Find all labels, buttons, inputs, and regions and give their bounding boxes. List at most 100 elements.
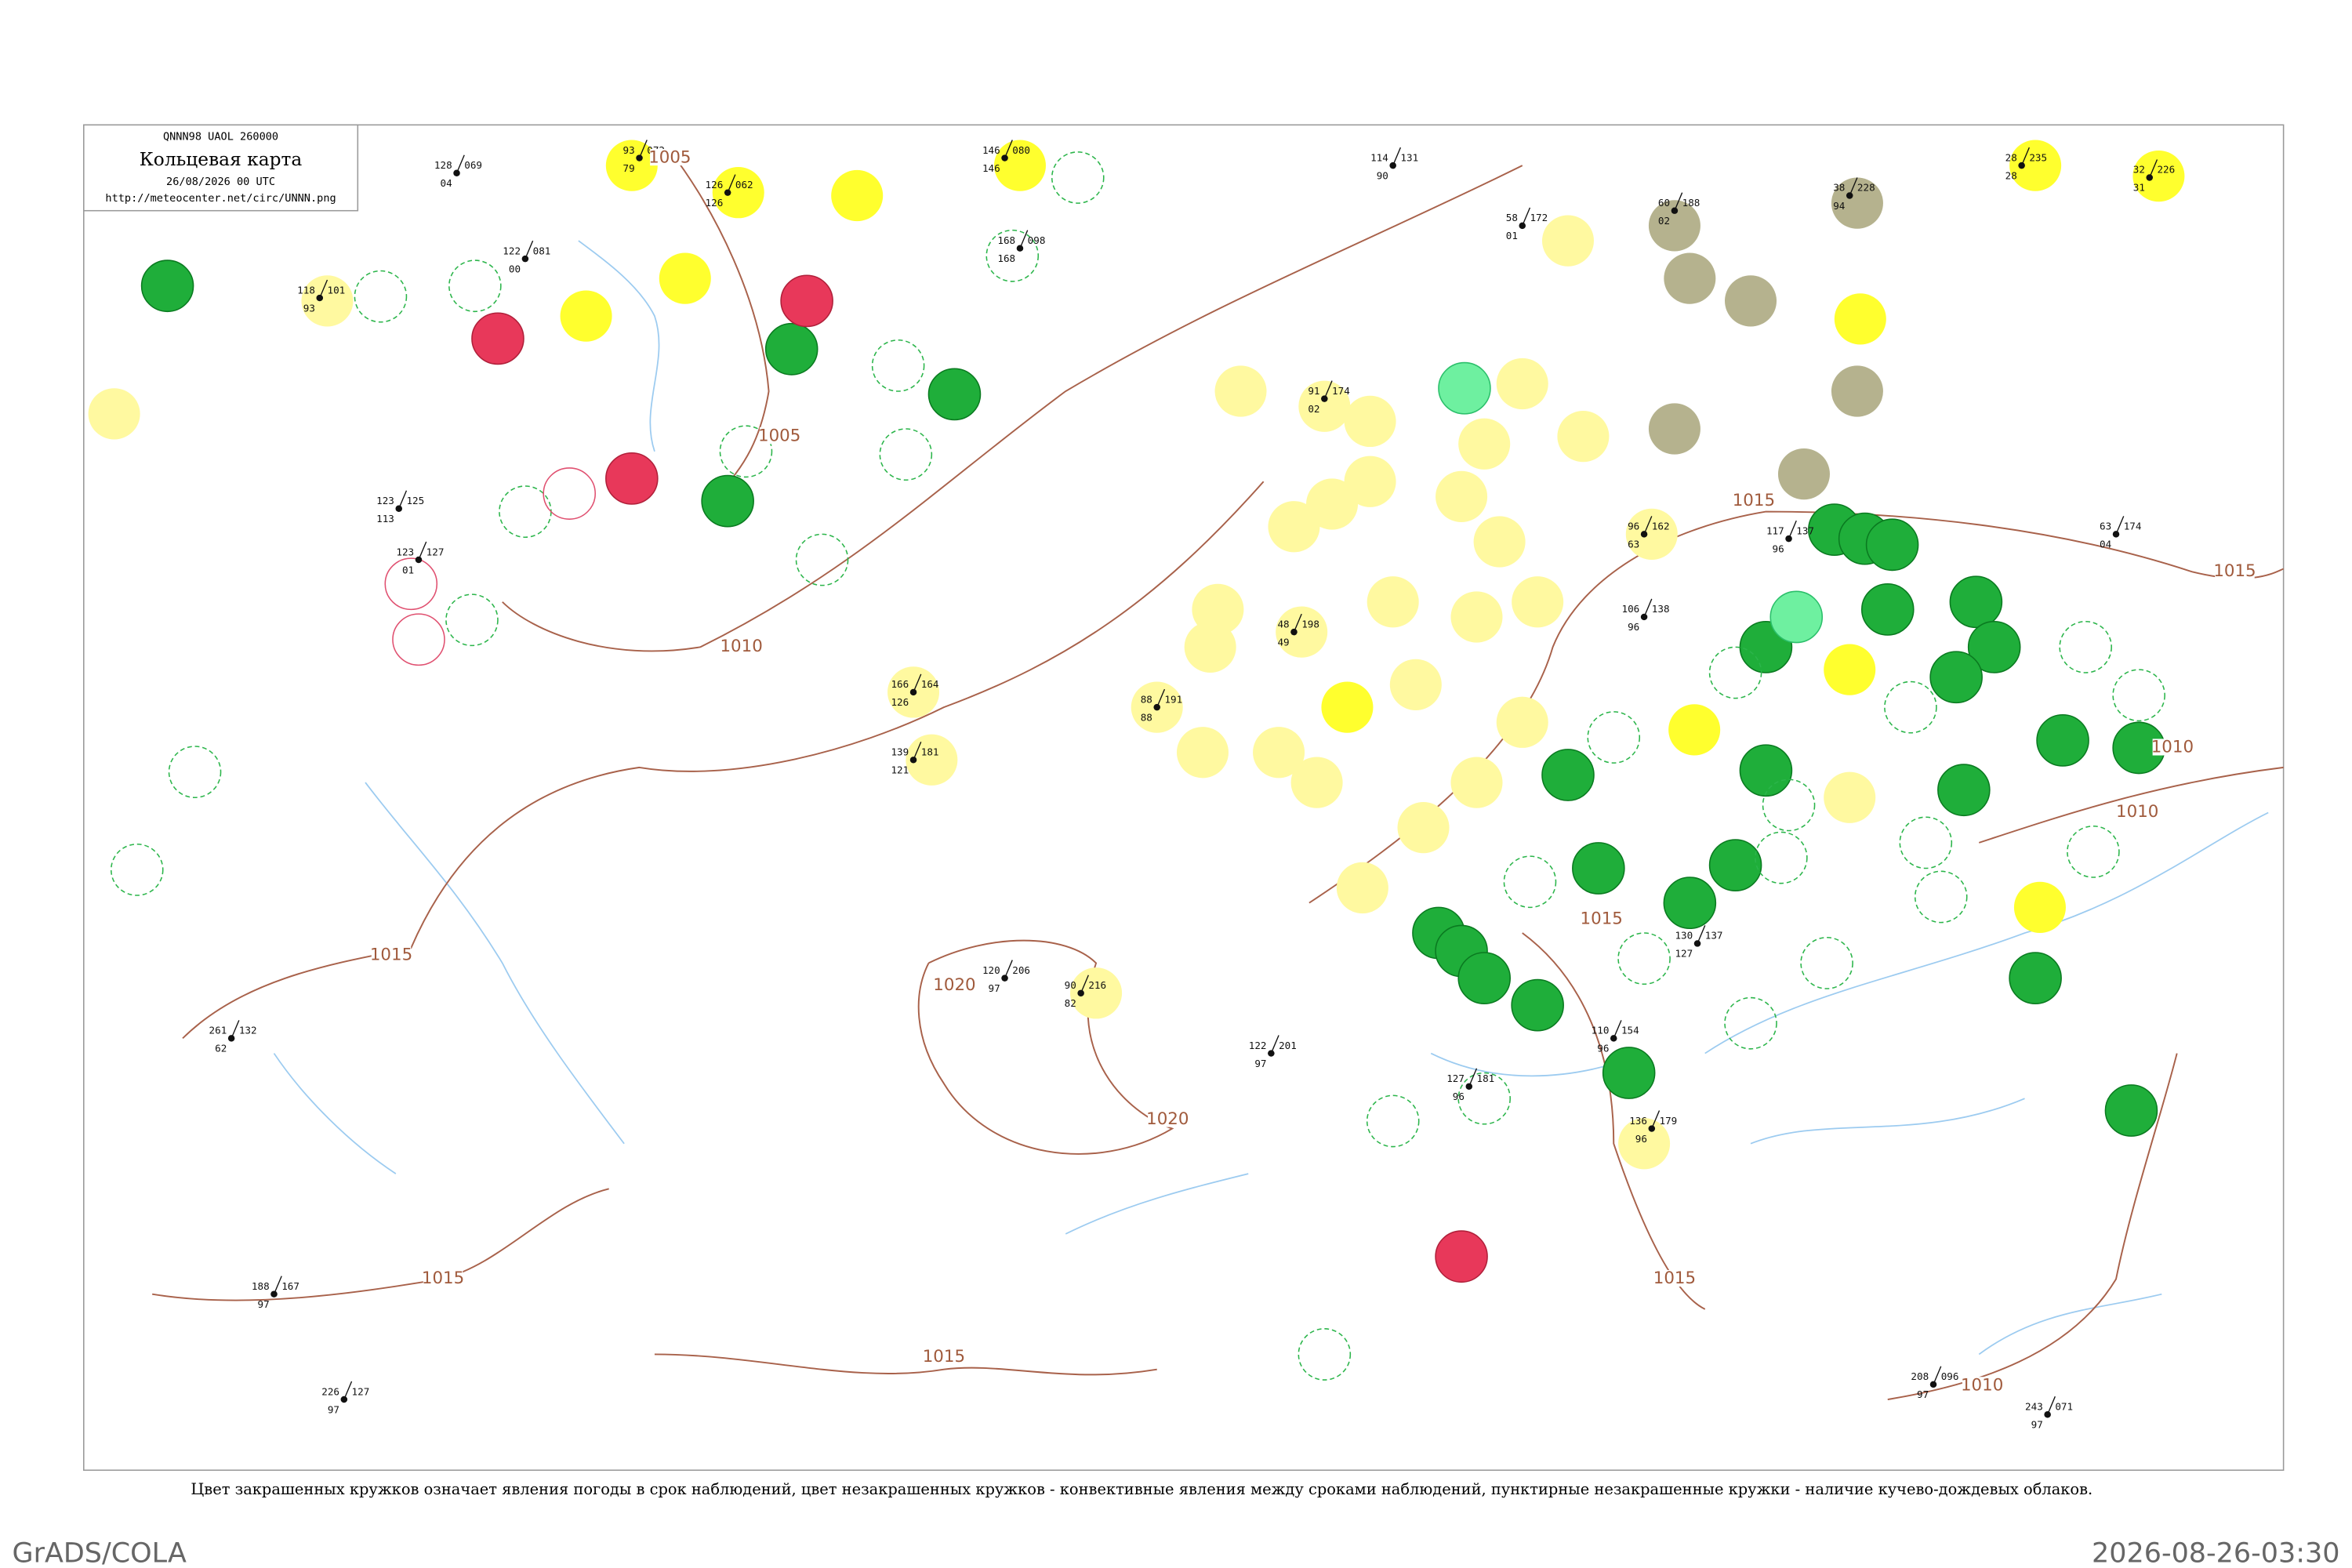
station-circle [1051,151,1105,204]
station-circle [605,140,658,191]
station-circle [1860,583,1915,636]
station-pressure: 071 [2055,1401,2073,1413]
station-pressure: 201 [1279,1040,1297,1051]
station-circle [354,270,408,323]
station-dewpoint: 168 [997,252,1015,264]
map-url: http://meteocenter.net/circ/UNNN.png [105,192,336,205]
station-pressure: 235 [2029,151,2047,163]
station-temperature: 243 [2025,1401,2043,1413]
station-circle [1724,996,1777,1050]
wind-barb [1849,177,1858,196]
station-temperature: 127 [1446,1073,1465,1084]
station-pressure: 101 [327,284,345,296]
station-temperature: 128 [434,159,452,171]
station-pressure: 162 [1652,521,1670,532]
wind-barb [1933,1366,1942,1385]
station-circle [1664,252,1716,304]
station-circle [1769,590,1824,644]
footer-note: Цвет закрашенных кружков означает явлени… [191,1480,2092,1498]
isobar-label: 1015 [2213,561,2256,581]
station-circle [1648,200,1700,252]
station-temperature: 110 [1592,1025,1610,1036]
station-temperature: 114 [1370,151,1388,163]
station-circle [1176,727,1229,779]
station-circle [927,368,982,421]
station-temperature: 261 [209,1025,227,1036]
wind-barb [1522,207,1531,227]
station-circle [605,452,659,505]
station-pressure: 127 [352,1385,370,1397]
station-temperature: 136 [1629,1115,1647,1127]
station-circle [1435,1230,1488,1283]
wind-barb [1270,1035,1279,1054]
isobar-label-bg [371,946,412,964]
wind-barb [398,490,408,510]
station-temperature: 48 [1277,618,1289,630]
wind-barb [1788,520,1797,539]
station-circle [1512,576,1564,628]
station-dewpoint: 97 [2031,1419,2043,1431]
wind-barb [638,140,648,158]
station-dewpoint: 04 [2100,539,2111,550]
station-circle [1290,757,1343,808]
station-circle [1834,293,1886,345]
station-pressure: 181 [1476,1073,1494,1084]
station-dewpoint: 113 [376,513,394,524]
station-temperature: 28 [2005,151,2017,163]
station-pressure: 172 [1530,212,1548,223]
station-temperature: 139 [891,746,909,758]
isobar-label: 1005 [648,147,691,167]
isobar-label: 1010 [1961,1376,2003,1396]
station-circle [1367,576,1419,628]
station-temperature: 88 [1141,693,1152,705]
station-circle [471,312,524,365]
station-circle [1321,681,1374,733]
station-circle [1914,870,1968,924]
station-circle [1929,651,1983,704]
station-dewpoint: 00 [509,263,521,274]
station-dewpoint: 94 [1833,200,1845,212]
station-dot [453,169,460,176]
station-pressure: 081 [533,245,551,256]
wind-barb [1651,1110,1661,1129]
station-temperature: 122 [1249,1040,1267,1051]
station-temperature: 118 [297,284,315,296]
station-dewpoint: 121 [891,764,909,776]
station-circle [701,474,754,528]
station-pressure: 167 [281,1280,299,1292]
station-circle [2059,620,2112,673]
station-temperature: 126 [706,179,724,191]
station-pressure: 127 [426,546,445,557]
station-dewpoint: 31 [2133,182,2145,194]
isobar-label: 1015 [1733,491,1775,510]
station-circle [1967,620,2021,673]
station-circle [1070,967,1123,1019]
station-circle [1618,1118,1671,1170]
station-dewpoint: 96 [1597,1043,1609,1054]
station-temperature: 123 [396,546,414,557]
station-dewpoint: 97 [328,1403,339,1415]
station-circle [1617,932,1671,985]
station-temperature: 38 [1833,182,1845,194]
station-dot [395,505,403,512]
isobar-label: 1005 [758,426,800,445]
wind-barb [1613,1020,1622,1039]
station-circle [1831,365,1883,417]
wind-barb [1080,975,1089,994]
station-circle [2036,713,2089,767]
station-circle [2104,1084,2158,1137]
station-circle [780,274,833,328]
station-circle [1937,764,1991,817]
station-circle [1473,516,1526,568]
station-circle [1831,177,1883,229]
station-circle [168,746,222,799]
station-temperature: 188 [252,1280,270,1292]
isobar-label-bg [924,1348,964,1365]
station-pressure: 137 [1796,524,1814,536]
wind-barb [727,174,736,193]
station-circle [110,844,164,896]
station-circle [1602,1047,1656,1099]
station-circle [1899,816,1953,869]
station-circle [795,533,849,586]
wind-barb [1004,140,1013,158]
